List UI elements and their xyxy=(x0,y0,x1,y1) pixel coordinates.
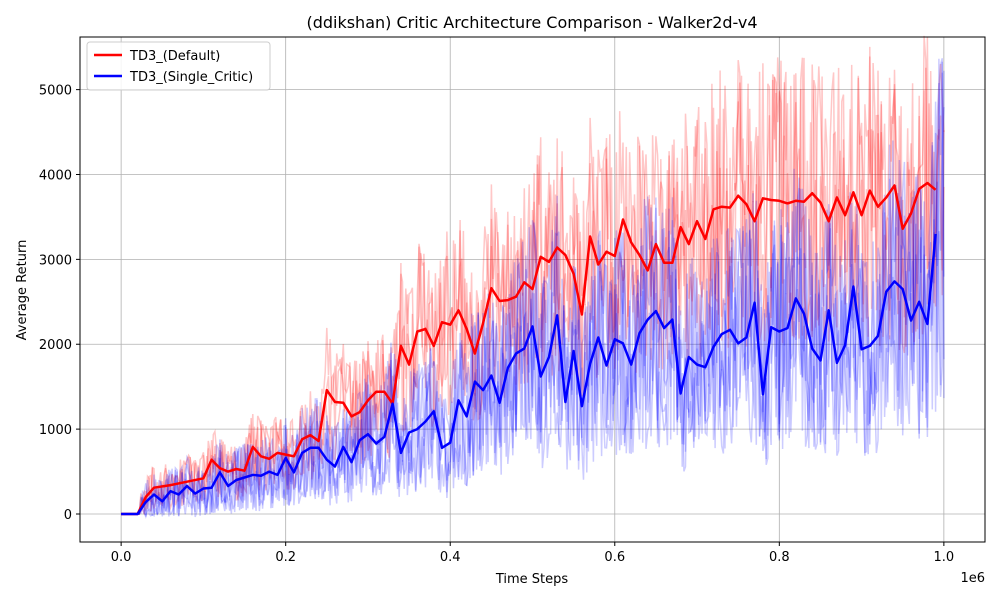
x-tick-label: 0.2 xyxy=(275,550,296,565)
mean-line-td3-default xyxy=(121,181,937,516)
raw-runs xyxy=(121,35,945,519)
y-tick-label: 0 xyxy=(64,508,72,523)
run-trace-td3-default xyxy=(121,36,945,515)
legend: TD3_(Default) TD3_(Single_Critic) xyxy=(86,41,271,91)
x-tick-label: 0.0 xyxy=(111,550,132,565)
run-trace-td3-single-critic xyxy=(121,72,945,517)
plot-area-frame xyxy=(79,36,986,543)
x-axis-offset-label: 1e6 xyxy=(960,571,985,586)
x-axis-label: Time Steps xyxy=(495,572,569,587)
y-tick-label: 3000 xyxy=(39,253,72,268)
y-tick-label: 5000 xyxy=(39,84,72,99)
legend-label-td3-default: TD3_(Default) xyxy=(129,49,220,64)
mean-lines xyxy=(121,181,937,516)
y-tick-label: 4000 xyxy=(39,168,72,183)
x-tick-label: 1.0 xyxy=(934,550,955,565)
run-trace-td3-single-critic xyxy=(121,70,945,517)
legend-box xyxy=(86,41,271,91)
run-trace-td3-single-critic xyxy=(121,58,945,519)
y-tick-label: 2000 xyxy=(39,338,72,353)
run-trace-td3-single-critic xyxy=(121,58,945,517)
run-trace-td3-default xyxy=(121,35,945,515)
y-axis-label: Average Return xyxy=(15,240,30,341)
y-tick-label: 1000 xyxy=(39,423,72,438)
x-tick-label: 0.4 xyxy=(440,550,461,565)
chart-title: (ddikshan) Critic Architecture Compariso… xyxy=(306,13,757,32)
legend-label-td3-single-critic: TD3_(Single_Critic) xyxy=(129,70,253,85)
grid xyxy=(80,37,985,542)
x-tick-label: 0.6 xyxy=(604,550,625,565)
mean-line-td3-single-critic xyxy=(121,233,937,516)
axis-ticks: 0.0 0.2 0.4 0.6 0.8 1.0 0 1000 2000 3000 4000 5000 xyxy=(39,84,954,565)
x-tick-label: 0.8 xyxy=(769,550,790,565)
